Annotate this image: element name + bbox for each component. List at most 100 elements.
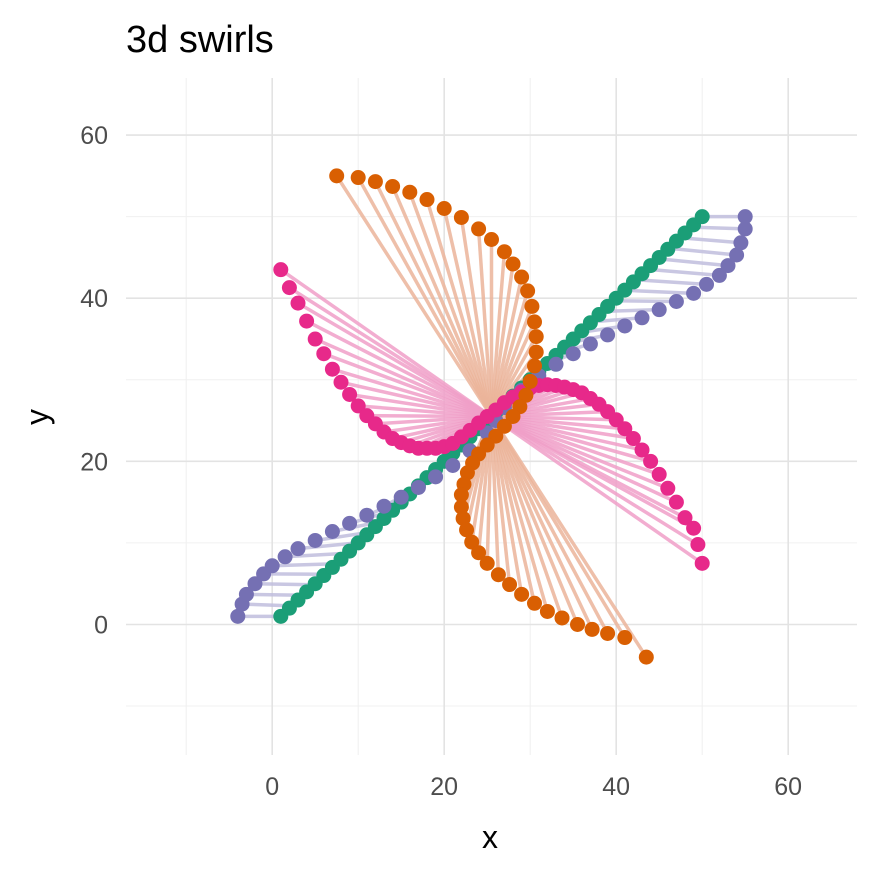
data-point (686, 285, 702, 301)
data-point (625, 431, 641, 447)
data-point (402, 184, 418, 200)
data-point (247, 576, 263, 592)
data-point (565, 346, 581, 362)
connector-segment (279, 268, 493, 418)
connector-segment (489, 416, 550, 612)
data-point (584, 621, 600, 637)
data-point (464, 534, 480, 550)
data-point (617, 630, 633, 646)
x-axis-label: x (482, 819, 498, 855)
x-tick-label: 40 (602, 773, 630, 801)
data-point (505, 256, 521, 272)
connector-segment (272, 561, 337, 568)
connector-segment (335, 174, 493, 418)
data-point (359, 507, 375, 523)
x-tick-label: 20 (430, 773, 458, 801)
connector-segment (349, 392, 492, 419)
data-point (376, 498, 392, 514)
y-tick-label: 60 (80, 122, 108, 150)
connector-segment (425, 199, 494, 417)
y-tick-label: 40 (80, 285, 108, 313)
data-point (505, 409, 521, 424)
connector-segment (390, 185, 494, 418)
data-point (445, 457, 461, 473)
data-point (324, 361, 340, 377)
connector-segment (489, 415, 564, 619)
data-point (419, 192, 435, 208)
data-point (668, 293, 684, 309)
data-point (617, 421, 633, 437)
connector-segment (635, 278, 707, 287)
data-point (350, 170, 366, 186)
connector-segment (624, 288, 694, 296)
data-point (518, 387, 534, 403)
data-point (600, 327, 616, 343)
connector-segment (254, 581, 315, 587)
data-point (459, 465, 475, 481)
data-point (329, 168, 345, 184)
data-point (479, 555, 495, 571)
connector-segment (442, 208, 494, 417)
data-point (524, 298, 540, 314)
data-point (496, 418, 512, 434)
y-tick-label: 20 (80, 448, 108, 476)
data-point (686, 520, 702, 536)
data-point (471, 545, 487, 561)
connector-segment (489, 263, 515, 417)
data-point (333, 374, 349, 390)
data-point (522, 373, 538, 389)
data-point (299, 313, 315, 329)
data-point (490, 567, 506, 583)
chart-title: 3d swirls (126, 19, 274, 61)
connector-segment (476, 228, 494, 417)
connector-segment (490, 415, 648, 659)
connector-segment (373, 180, 494, 418)
data-point (385, 178, 401, 194)
connector-segment (489, 415, 594, 631)
data-point (643, 453, 659, 469)
x-tick-label: 60 (774, 773, 802, 801)
data-point (570, 616, 585, 632)
data-point (548, 356, 564, 372)
data-point (393, 489, 409, 505)
connector-segment (356, 176, 494, 418)
data-point (342, 515, 358, 531)
connector-segment (489, 415, 580, 626)
data-point (342, 386, 358, 402)
data-point (502, 577, 518, 593)
data-point (520, 283, 536, 299)
data-point (230, 608, 246, 624)
data-point (514, 269, 530, 285)
y-tick-label: 0 (94, 611, 108, 639)
connector-segment (490, 414, 695, 530)
connector-segment (613, 299, 677, 304)
data-point (539, 603, 555, 619)
data-point (453, 499, 469, 515)
data-point (514, 586, 530, 602)
data-point (264, 558, 280, 574)
data-point (528, 329, 544, 345)
connector-segment (657, 256, 729, 268)
data-point (436, 201, 452, 217)
data-point (281, 280, 297, 296)
data-point (528, 344, 544, 360)
data-point (711, 267, 727, 283)
data-point (453, 209, 469, 225)
data-point (634, 442, 650, 458)
connector-segment (297, 301, 493, 419)
data-point (428, 469, 444, 485)
data-point (307, 331, 323, 347)
data-point (634, 310, 650, 326)
data-point (699, 276, 714, 292)
connector-segment (679, 235, 742, 245)
data-point (729, 247, 745, 263)
data-point (617, 318, 633, 334)
data-point (324, 524, 340, 540)
data-point (733, 235, 749, 251)
data-point (277, 549, 293, 565)
connector-segment (646, 267, 720, 278)
data-point (694, 555, 710, 571)
connector-segment (489, 415, 610, 635)
data-points (230, 168, 753, 665)
